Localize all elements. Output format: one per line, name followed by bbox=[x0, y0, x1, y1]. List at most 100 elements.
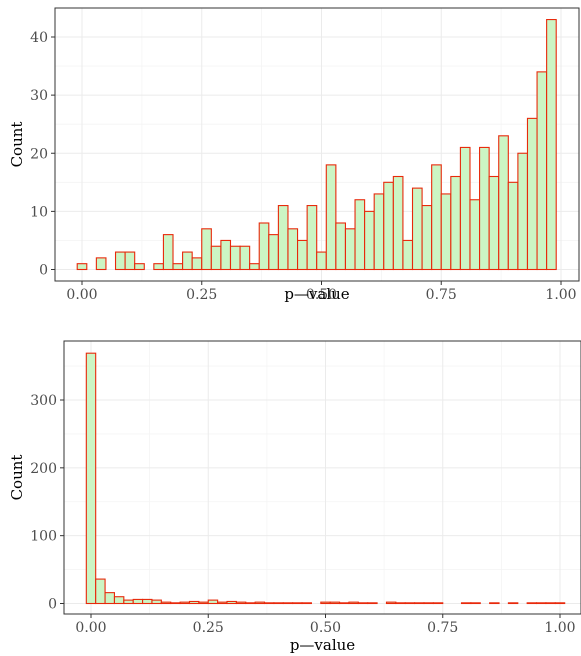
y-tick-label: 10 bbox=[30, 204, 48, 220]
histogram-bar bbox=[325, 164, 337, 271]
histogram-bar bbox=[545, 602, 556, 605]
histogram-bar bbox=[459, 146, 471, 271]
histogram-bar bbox=[220, 239, 232, 271]
histogram-bar bbox=[249, 263, 260, 271]
histogram-bar bbox=[124, 251, 136, 271]
histogram-bar bbox=[517, 152, 529, 271]
histogram-bar bbox=[277, 205, 289, 271]
histogram-bar bbox=[229, 245, 241, 271]
histogram-bar bbox=[151, 599, 162, 605]
histogram-bar bbox=[507, 602, 519, 605]
x-tick-label: 0.25 bbox=[186, 287, 217, 303]
histogram-bar bbox=[339, 602, 350, 605]
x-tick-label: 0.25 bbox=[193, 620, 224, 636]
histogram-bar bbox=[191, 257, 203, 271]
histogram-bar bbox=[306, 205, 318, 271]
histogram-bar bbox=[95, 578, 106, 605]
histogram-bar bbox=[210, 245, 222, 271]
histogram-bar bbox=[179, 601, 191, 605]
histogram-bar bbox=[536, 71, 548, 271]
histogram-bar bbox=[104, 592, 115, 605]
histogram-bar bbox=[217, 601, 228, 605]
histogram-bar bbox=[470, 602, 481, 605]
histogram-bar bbox=[198, 601, 209, 605]
histogram-bar bbox=[383, 181, 394, 271]
histogram-bar bbox=[348, 601, 359, 605]
histogram-bar bbox=[114, 251, 126, 271]
y-tick-label: 200 bbox=[30, 461, 57, 477]
histogram-bar bbox=[526, 602, 538, 605]
histogram-bar bbox=[282, 602, 294, 605]
histogram-bar bbox=[123, 599, 134, 605]
histogram-bar bbox=[373, 193, 385, 271]
histogram-bar bbox=[162, 234, 174, 271]
y-tick-label: 300 bbox=[30, 393, 57, 409]
histogram-bar bbox=[316, 251, 327, 271]
y-tick-label: 40 bbox=[30, 30, 48, 46]
histogram-bar bbox=[385, 601, 397, 605]
y-tick-label: 0 bbox=[48, 597, 57, 613]
histogram-bar bbox=[132, 598, 144, 605]
histogram-bar bbox=[235, 601, 247, 605]
histogram-bar bbox=[423, 602, 434, 605]
histogram-bar bbox=[404, 602, 416, 605]
histogram-bar bbox=[258, 222, 270, 271]
histogram-top: 0.00 0.25 0.50 0.75 1.00 0 10 20 30 40 p—value Coun… bbox=[8, 7, 580, 303]
histogram-bar bbox=[226, 600, 237, 605]
histogram-bar bbox=[535, 602, 547, 605]
histogram-bar bbox=[460, 602, 472, 605]
panel-border bbox=[54, 7, 580, 282]
x-tick-label: 1.00 bbox=[545, 287, 576, 303]
histogram-bar bbox=[182, 251, 193, 271]
y-axis-title: Count bbox=[8, 122, 26, 168]
histogram-bar bbox=[489, 602, 500, 605]
histogram-bar bbox=[392, 175, 404, 271]
histogram-bar bbox=[507, 181, 519, 271]
histogram-bar bbox=[292, 602, 303, 605]
histogram-bar bbox=[287, 228, 299, 271]
panel-border bbox=[63, 340, 581, 615]
y-tick-label: 20 bbox=[30, 146, 48, 162]
histogram-bar bbox=[170, 602, 181, 605]
x-tick-label: 0.50 bbox=[306, 287, 337, 303]
x-axis-title: p—value bbox=[284, 285, 349, 303]
histogram-bar bbox=[245, 602, 256, 605]
histogram-bar bbox=[207, 599, 219, 605]
y-tick-label: 30 bbox=[30, 88, 48, 104]
y-tick-label: 0 bbox=[39, 263, 48, 279]
histogram-bar bbox=[431, 164, 442, 271]
x-tick-label: 0.00 bbox=[75, 620, 106, 636]
y-axis-title: Count bbox=[8, 455, 26, 501]
histogram-bar bbox=[354, 199, 366, 271]
histogram-bar bbox=[188, 600, 200, 605]
histogram-bar bbox=[357, 602, 369, 605]
histogram-bar bbox=[402, 239, 414, 271]
histogram-bar bbox=[367, 602, 378, 605]
histogram-bar bbox=[153, 263, 164, 271]
x-tick-label: 0.75 bbox=[427, 620, 458, 636]
y-tick-label: 100 bbox=[30, 529, 57, 545]
histogram-bar bbox=[142, 598, 153, 605]
x-tick-label: 0.50 bbox=[310, 620, 341, 636]
histogram-bar bbox=[440, 193, 452, 271]
histogram-bar bbox=[479, 146, 490, 271]
histogram-bar bbox=[134, 263, 145, 271]
histogram-bar bbox=[526, 117, 538, 271]
histogram-bar bbox=[296, 239, 308, 271]
x-tick-label: 1.00 bbox=[544, 620, 575, 636]
histogram-bar bbox=[239, 245, 251, 271]
histogram-bar bbox=[76, 263, 88, 271]
histogram-bar bbox=[301, 602, 312, 605]
histogram-bar bbox=[273, 602, 284, 605]
histogram-bar bbox=[172, 263, 184, 271]
histogram-bar bbox=[113, 596, 125, 605]
histogram-bar bbox=[320, 601, 331, 605]
histogram-bar bbox=[414, 602, 425, 605]
histogram-bar bbox=[329, 601, 341, 605]
histogram-bar bbox=[201, 228, 212, 271]
histogram-bar bbox=[488, 175, 500, 271]
histogram-bar bbox=[554, 602, 566, 605]
x-tick-label: 0.00 bbox=[66, 287, 97, 303]
histogram-bar bbox=[85, 352, 97, 605]
histogram-bar bbox=[268, 234, 279, 271]
